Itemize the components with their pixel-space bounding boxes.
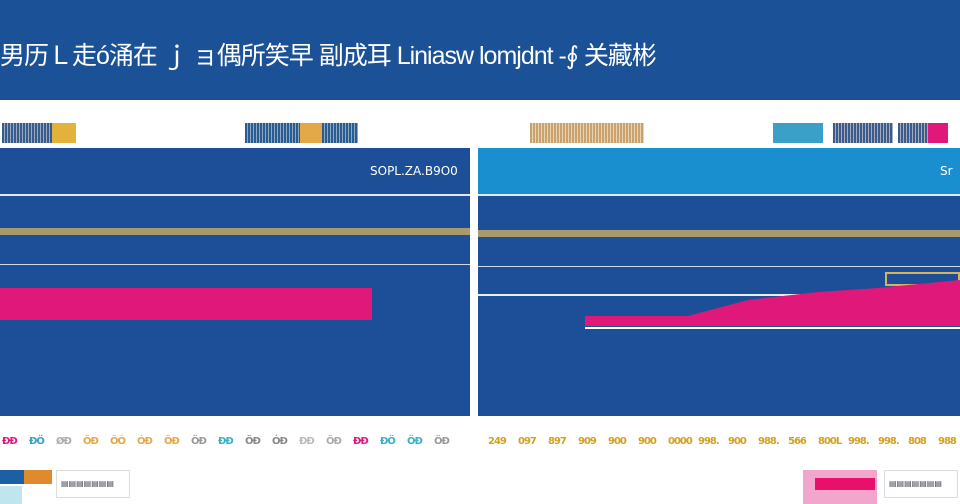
axis-tick-label: ÖÐ <box>326 436 342 447</box>
axis-tick-label: ÓÐ <box>272 436 288 447</box>
tab-chip[interactable] <box>833 123 893 143</box>
axis-tick-label: ÖÐ <box>434 436 450 447</box>
axis-tick-label: ÖÐ <box>245 436 261 447</box>
axis-tick-label: 988 <box>938 436 957 447</box>
divider <box>478 194 960 196</box>
tab-chip[interactable] <box>530 123 644 143</box>
axis-tick-label: 900 <box>608 436 627 447</box>
right-panel-value: Sr <box>940 164 953 178</box>
axis-tick-label: ÐÖ <box>380 436 396 447</box>
legend-swatch <box>24 470 52 484</box>
axis-tick-label: 909 <box>578 436 597 447</box>
axis-tick-label: ÐÐ <box>353 436 369 447</box>
divider <box>0 194 470 196</box>
axis-tick-label: 566 <box>788 436 807 447</box>
axis-tick-label: ÖÐ <box>191 436 207 447</box>
axis-tick-label: ÐÖ <box>29 436 45 447</box>
divider <box>478 266 960 267</box>
tab-chip[interactable] <box>245 123 300 143</box>
tab-chip[interactable] <box>898 123 928 143</box>
tab-chip[interactable] <box>322 123 358 143</box>
axis-tick-label: 998. <box>848 436 870 447</box>
axis-tick-label: 900 <box>728 436 747 447</box>
gold-band <box>478 230 960 237</box>
axis-tick-label: 988. <box>758 436 780 447</box>
divider <box>478 294 960 296</box>
legend-left: ▤▤▤▤▤▤▤ <box>56 470 130 498</box>
axis-tick-label: ĐÐ <box>2 436 18 447</box>
pink-area <box>585 280 960 326</box>
axis-tick-label: 900 <box>638 436 657 447</box>
axis-tick-label: 998. <box>698 436 720 447</box>
tab-chip[interactable] <box>2 123 52 143</box>
axis-tick-label: 808 <box>908 436 927 447</box>
legend-swatch <box>815 478 875 490</box>
axis-tick-label: ÐÐ <box>299 436 315 447</box>
pink-bar[interactable] <box>0 288 372 320</box>
axis-tick-label: 800L <box>818 436 842 447</box>
tab-chip[interactable] <box>300 123 322 143</box>
tab-chip[interactable] <box>773 123 823 143</box>
legend-right: ▤▤▤▤▤▤▤ <box>884 470 958 498</box>
axis-tick-label: ÖÐ <box>407 436 423 447</box>
axis-tick-label: 097 <box>518 436 537 447</box>
page-title: 男历Ｌ走ó涌在 ｊ ョ偶所笑早 副成耳 Liniasw lomjdnt -∮ 关… <box>0 42 657 70</box>
header: 男历Ｌ走ó涌在 ｊ ョ偶所笑早 副成耳 Liniasw lomjdnt -∮ 关… <box>0 0 960 100</box>
axis-tick-label: ÔÐ <box>164 436 180 447</box>
axis-tick-label: ÓÐ <box>137 436 153 447</box>
legend-swatch <box>0 486 22 504</box>
axis-tick-label: ÖÐ <box>83 436 99 447</box>
tab-chip[interactable] <box>928 123 948 143</box>
left-panel-value: SOPL.ZA.B9O0 <box>370 164 458 178</box>
axis-tick-label: ĐÐ <box>218 436 234 447</box>
area-chart <box>585 280 960 329</box>
axis-tick-label: 897 <box>548 436 567 447</box>
divider <box>0 264 470 265</box>
axis-tick-label: ÖÓ <box>110 436 126 447</box>
tab-chip[interactable] <box>52 123 76 143</box>
axis-tick-label: 998. <box>878 436 900 447</box>
gold-band <box>0 228 470 235</box>
axis-tick-label: 249 <box>488 436 507 447</box>
right-panel-header <box>478 148 960 194</box>
left-panel: SOPL.ZA.B9O0 <box>0 148 470 416</box>
axis-tick-label: ØÐ <box>56 436 72 447</box>
axis-tick-label: 0000 <box>668 436 693 447</box>
right-panel: Sr <box>478 148 960 416</box>
